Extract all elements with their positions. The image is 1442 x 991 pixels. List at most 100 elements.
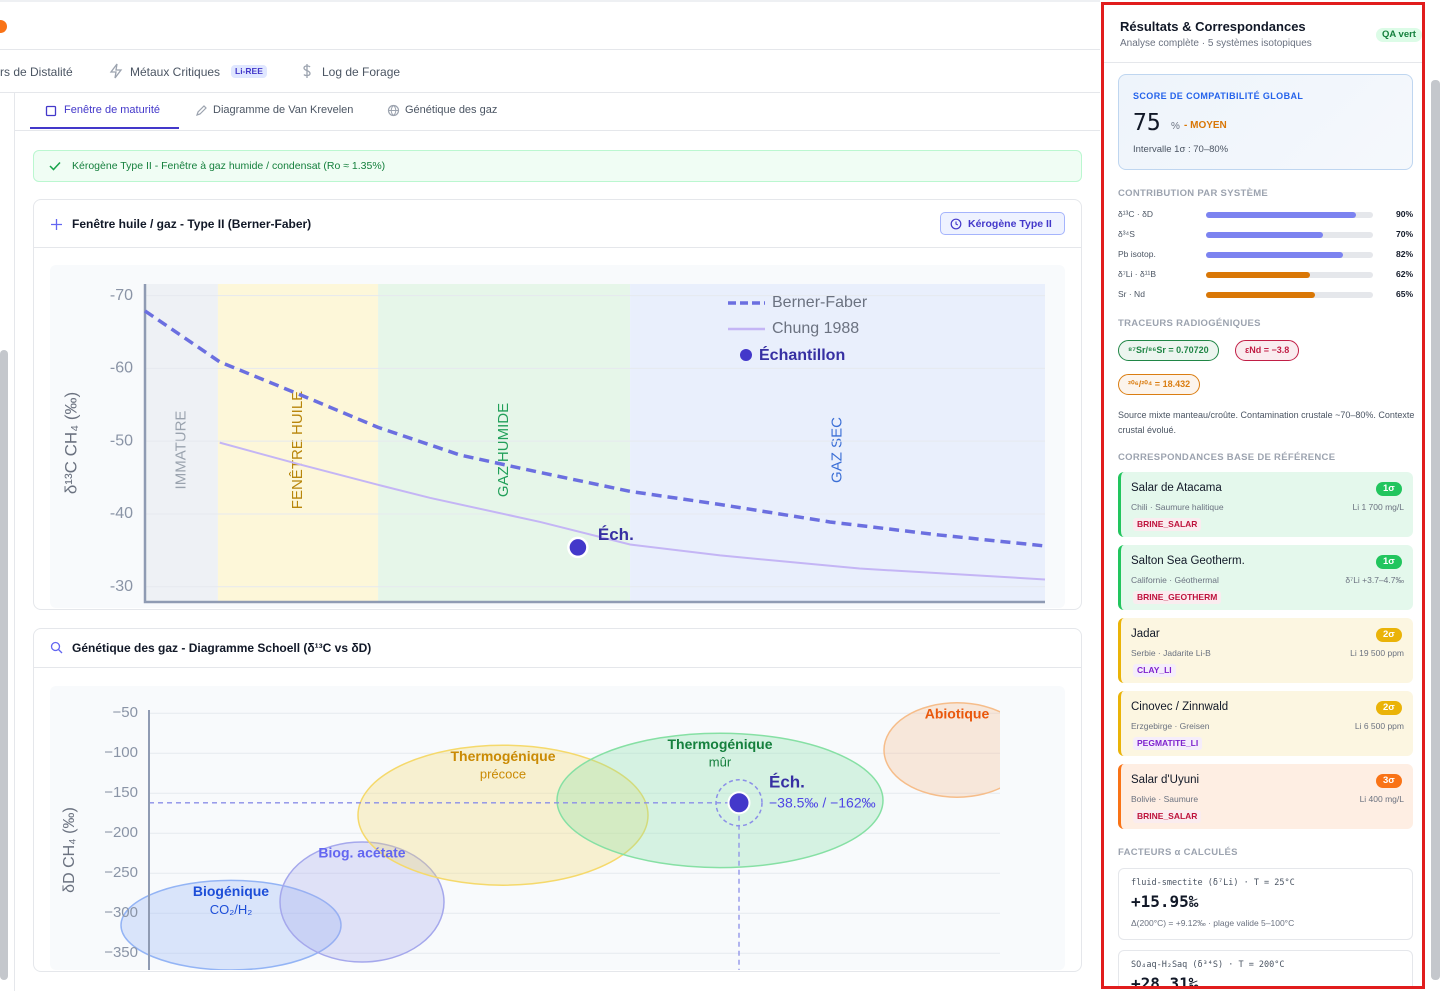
zone-label: GAZ HUMIDE: [495, 403, 512, 497]
results-panel: Résultats & Correspondances Analyse compl…: [1101, 2, 1425, 989]
chart-bg: [50, 686, 1065, 970]
scrollbar[interactable]: [0, 350, 8, 980]
panel-title: Résultats & Correspondances: [1120, 19, 1306, 34]
series-line: [144, 309, 1046, 548]
system-label: Pb isotop.: [1118, 249, 1156, 259]
subtab-bar: [15, 92, 1100, 131]
y-tick-label: -70: [110, 287, 133, 304]
tab-icon: [109, 63, 123, 79]
region: [357, 744, 649, 886]
y-tick-label: −350: [104, 944, 138, 961]
region: [279, 841, 445, 963]
badge-icon: [950, 218, 962, 230]
tab-icon: [196, 105, 207, 116]
subtab[interactable]: Génétique des gaz: [405, 104, 498, 116]
match-name: Salar de Atacama: [1131, 482, 1222, 494]
alpha-card: [1118, 868, 1413, 940]
match-badge: 1σ: [1376, 555, 1402, 569]
badge-text: Kérogène Type II: [968, 218, 1052, 230]
tab-badge: Li-REE: [231, 65, 267, 78]
zone: [630, 284, 1045, 602]
tab-icon: [303, 64, 311, 78]
check-icon: [49, 161, 61, 171]
tab-icon: [387, 104, 400, 117]
match-value: Li 19 500 ppm: [1350, 648, 1404, 658]
bar: [1206, 212, 1357, 218]
scrollbar[interactable]: [1431, 80, 1440, 980]
match-location: Bolivie · Saumure: [1131, 794, 1199, 804]
score-card: [1118, 74, 1413, 170]
alpha-value: +28.31‰: [1131, 974, 1199, 989]
y-axis-label: δD CH₄ (‰): [61, 807, 78, 893]
match-value: Li 6 500 ppm: [1354, 721, 1404, 731]
y-tick-label: −150: [104, 784, 138, 801]
bar-value: 70%: [1395, 229, 1413, 239]
panel-header-border: [1104, 62, 1422, 63]
alert: [33, 150, 1082, 182]
subtab-active[interactable]: Fenêtre de maturité: [64, 104, 160, 116]
match-badge: 2σ: [1376, 701, 1402, 715]
alpha-card: [1118, 950, 1413, 986]
zone-label: FENÊTRE HUILE: [289, 391, 306, 509]
card-divider: [34, 247, 1081, 248]
match-name: Salton Sea Geotherm.: [1131, 555, 1245, 567]
card-title: Fenêtre huile / gaz - Type II (Berner-Fa…: [72, 217, 312, 231]
y-tick-label: −50: [113, 704, 138, 721]
card-badge[interactable]: [940, 212, 1065, 235]
section-heading: TRACEURS RADIOGÉNIQUES: [1118, 318, 1261, 329]
region-label: Thermogénique: [450, 748, 555, 764]
section-heading: CONTRIBUTION PAR SYSTÈME: [1118, 188, 1269, 199]
sample-point: [727, 791, 751, 815]
card-title: Génétique des gaz - Diagramme Schoell (δ…: [72, 641, 372, 655]
region: [556, 732, 884, 869]
match-location: Erzgebirge · Greisen: [1131, 721, 1210, 731]
sample-point: [567, 536, 589, 559]
match-value: δ⁷Li +3.7–4.7‰: [1345, 575, 1404, 585]
legend-swatch: [740, 349, 752, 361]
tracer-chip: εNd = −3.8: [1235, 340, 1300, 361]
bar-value: 62%: [1395, 269, 1413, 279]
tab[interactable]: Log de Forage: [322, 65, 401, 79]
card-icon: [50, 641, 63, 654]
y-tick-label: -50: [110, 432, 133, 449]
match-name: Salar d'Uyuni: [1131, 774, 1200, 786]
system-label: δ³⁴S: [1118, 229, 1135, 239]
region-sublabel: CO₂/H₂: [210, 902, 253, 917]
charts: IMMATURE FENÊTRE HUILE GAZ HUMIDE GAZ SEC -7…: [50, 284, 1065, 970]
region-label: Abiotique: [925, 706, 990, 722]
sample-label: Éch.: [598, 525, 634, 544]
match-badge: 2σ: [1376, 628, 1402, 642]
match-location: Californie · Géothermal: [1131, 575, 1219, 585]
axes: [143, 284, 1045, 604]
plot-area: Biogénique CO₂/H₂ Biog. acétate Thermogéniq…: [120, 702, 1000, 970]
legend-label: Chung 1988: [772, 320, 859, 337]
bar: [1206, 252, 1343, 258]
y-tick-label: -40: [110, 505, 133, 522]
subtab[interactable]: Diagramme de Van Krevelen: [213, 104, 354, 116]
alpha-reaction: fluid-smectite (δ⁷Li) · T = 25°C: [1131, 878, 1295, 888]
zone-label: IMMATURE: [172, 411, 189, 490]
sample-value: −38.5‰ / −162‰: [769, 795, 876, 811]
section-heading: FACTEURS α CALCULÉS: [1118, 847, 1238, 858]
region: [883, 702, 1000, 798]
card-divider: [34, 667, 1081, 668]
score-heading: SCORE DE COMPATIBILITÉ GLOBAL: [1133, 91, 1304, 101]
sample-label: Éch.: [769, 772, 805, 791]
match-name: Cinovec / Zinnwald: [1131, 701, 1229, 713]
region-sublabel: mûr: [709, 755, 732, 770]
score-interval: Intervalle 1σ : 70–80%: [1133, 144, 1229, 155]
zone: [217, 284, 379, 602]
panel-edge: [14, 92, 15, 991]
tab[interactable]: rs de Distalité: [0, 65, 73, 79]
y-tick-label: −250: [104, 864, 138, 881]
match-value: Li 400 mg/L: [1359, 794, 1404, 804]
match-tag: BRINE_GEOTHERM: [1133, 591, 1222, 604]
tab[interactable]: Métaux Critiques: [130, 65, 221, 79]
tracer-chip: ⁸⁷Sr/⁸⁶Sr = 0.70720: [1118, 340, 1219, 361]
status-dot: [0, 20, 7, 33]
score-grade: - MOYEN: [1184, 120, 1227, 131]
system-label: Sr · Nd: [1118, 289, 1145, 299]
y-tick-label: -60: [110, 360, 133, 377]
y-axis-label: δ¹³C CH₄ (‰): [61, 392, 80, 494]
